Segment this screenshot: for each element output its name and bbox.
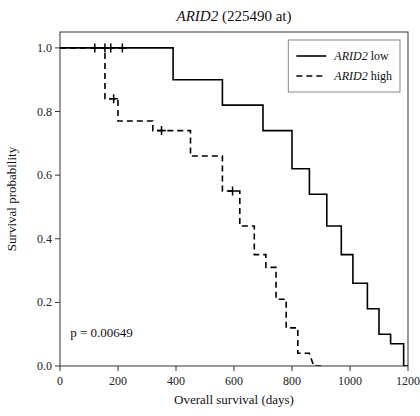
y-tick xyxy=(55,175,60,176)
chart: 0 200 400 600 800 1000 1200 0.0 0.2 0.4 0.6 0.8 1.0 O… xyxy=(0,0,420,416)
plot-frame xyxy=(60,32,408,366)
annotation: p = 0.00649 xyxy=(70,325,133,340)
legend-swatch xyxy=(296,55,326,57)
censor-mark xyxy=(90,43,99,52)
x-tick xyxy=(234,366,235,371)
y-tick-label: 0.2 xyxy=(37,295,52,309)
x-tick xyxy=(60,366,61,371)
censor-mark xyxy=(106,43,115,52)
title: ARID2 (225490 at) xyxy=(176,8,292,25)
legend-label: ARID2 low xyxy=(333,49,389,63)
survival-curve xyxy=(60,48,321,366)
legend-swatch xyxy=(296,75,326,77)
x-tick xyxy=(292,366,293,371)
x-tick-label: 1000 xyxy=(338,374,362,388)
x-tick-label: 600 xyxy=(225,374,243,388)
x-tick-label: 800 xyxy=(283,374,301,388)
x-tick-label: 400 xyxy=(167,374,185,388)
x-tick-label: 0 xyxy=(57,374,63,388)
x-tick xyxy=(176,366,177,371)
x-tick-label: 1200 xyxy=(396,374,420,388)
censor-mark xyxy=(228,187,237,196)
y-tick xyxy=(55,302,60,303)
legend-box xyxy=(288,40,400,92)
y-tick xyxy=(55,111,60,112)
x-axis-label: Overall survival (days) xyxy=(174,392,294,407)
survival-curve xyxy=(60,48,408,366)
censor-mark xyxy=(157,126,166,135)
y-tick xyxy=(55,47,60,48)
y-tick-label: 0.0 xyxy=(37,359,52,373)
x-tick xyxy=(350,366,351,371)
y-tick-label: 1.0 xyxy=(37,41,52,55)
y-tick xyxy=(55,238,60,239)
x-tick-label: 200 xyxy=(109,374,127,388)
y-tick xyxy=(55,366,60,367)
x-tick xyxy=(408,366,409,371)
legend-label: ARID2 high xyxy=(333,69,392,83)
y-tick-label: 0.6 xyxy=(37,168,52,182)
x-tick xyxy=(118,366,119,371)
censor-mark xyxy=(109,94,118,103)
y-tick-label: 0.8 xyxy=(37,105,52,119)
y-axis: 0.0 0.2 0.4 0.6 0.8 1.0 xyxy=(37,41,60,373)
legend: ARID2 low ARID2 high xyxy=(288,40,400,92)
censor-mark xyxy=(118,43,127,52)
y-axis-label: Survival probability xyxy=(4,146,19,251)
x-axis: 0 200 400 600 800 1000 1200 xyxy=(57,366,420,388)
y-tick-label: 0.4 xyxy=(37,232,52,246)
